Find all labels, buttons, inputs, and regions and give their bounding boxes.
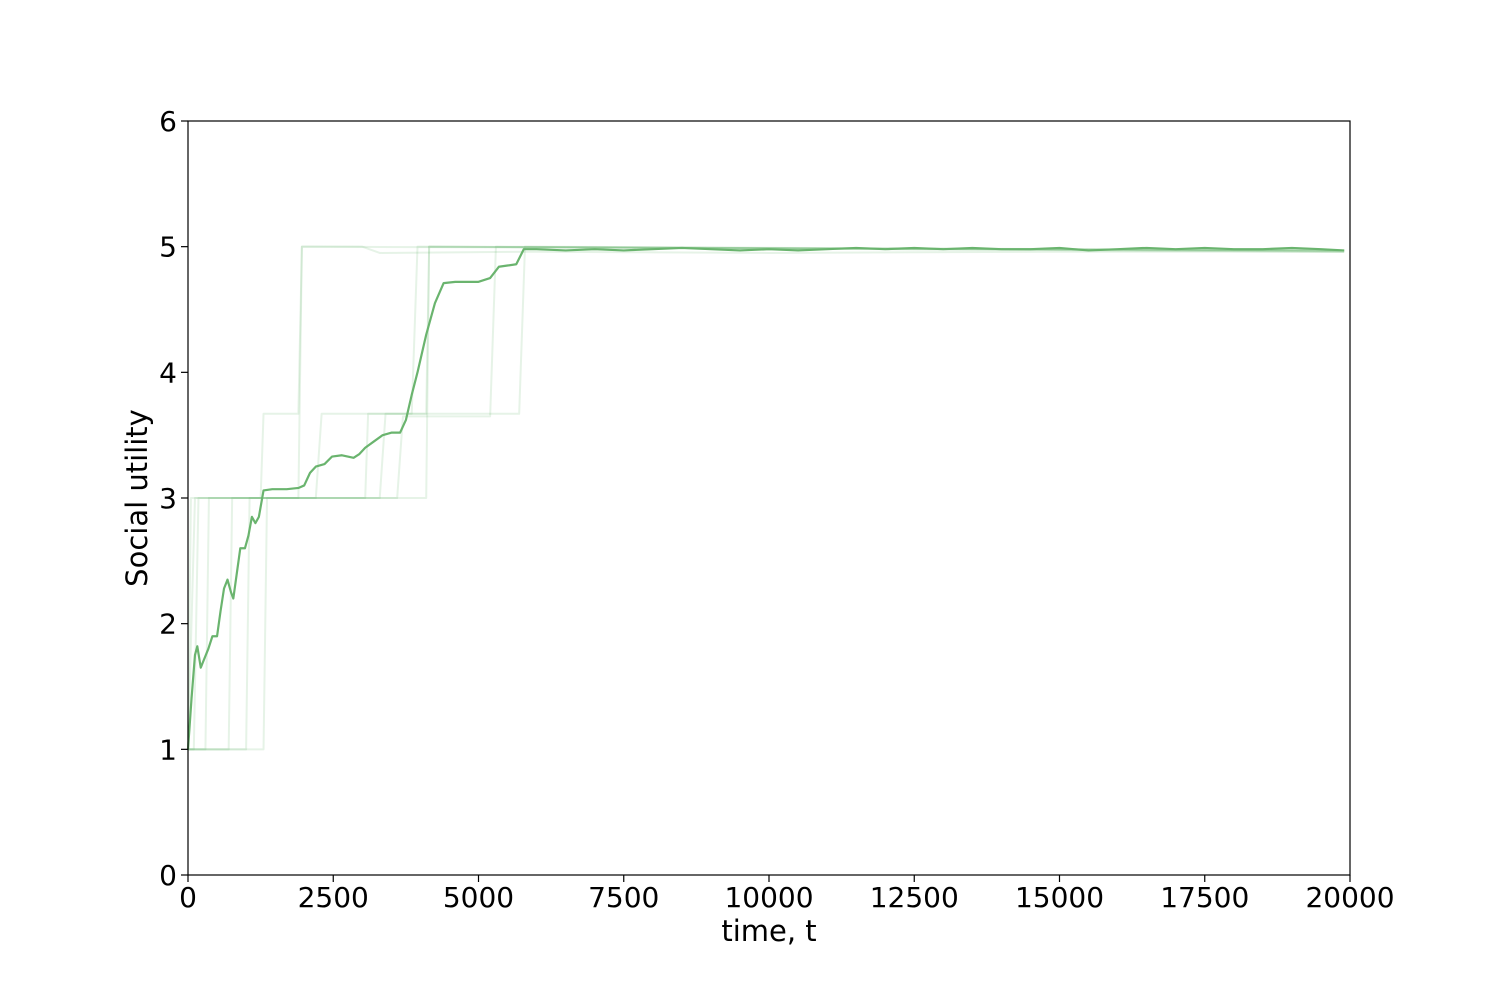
y-tick-label: 0 — [159, 859, 177, 892]
y-tick-label: 5 — [159, 231, 177, 264]
run-series-line — [187, 245, 1345, 750]
mean-series-line — [186, 246, 1345, 750]
x-tick-label: 5000 — [443, 881, 514, 914]
run-series-line — [188, 245, 1345, 751]
x-tick-label: 12500 — [870, 881, 959, 914]
x-tick-label: 15000 — [1015, 881, 1104, 914]
y-tick-label: 1 — [159, 733, 177, 766]
x-axis: 0 2500 5000 7500 10000 12500 15000 17500 20000 — [179, 875, 1395, 914]
x-tick-label: 2500 — [298, 881, 369, 914]
y-tick-label: 6 — [159, 105, 177, 138]
y-axis-label: Social utility — [120, 409, 154, 587]
individual-runs — [187, 245, 1345, 751]
x-tick-label: 0 — [179, 881, 197, 914]
run-series-line — [188, 245, 1345, 751]
x-axis-label: time, t — [721, 914, 816, 948]
run-series-line — [187, 245, 1345, 750]
run-series-line — [188, 245, 1345, 751]
x-tick-label: 10000 — [724, 881, 813, 914]
y-tick-label: 4 — [159, 356, 177, 389]
y-tick-label: 3 — [159, 482, 177, 515]
y-tick-label: 2 — [159, 608, 177, 641]
mean-line-layer — [186, 246, 1345, 750]
y-axis: 0 1 2 3 4 5 6 — [159, 105, 188, 892]
run-series-line — [188, 245, 1345, 751]
x-tick-label: 17500 — [1160, 881, 1249, 914]
x-tick-label: 7500 — [588, 881, 659, 914]
x-tick-label: 20000 — [1305, 881, 1394, 914]
run-series-line — [188, 245, 1345, 751]
